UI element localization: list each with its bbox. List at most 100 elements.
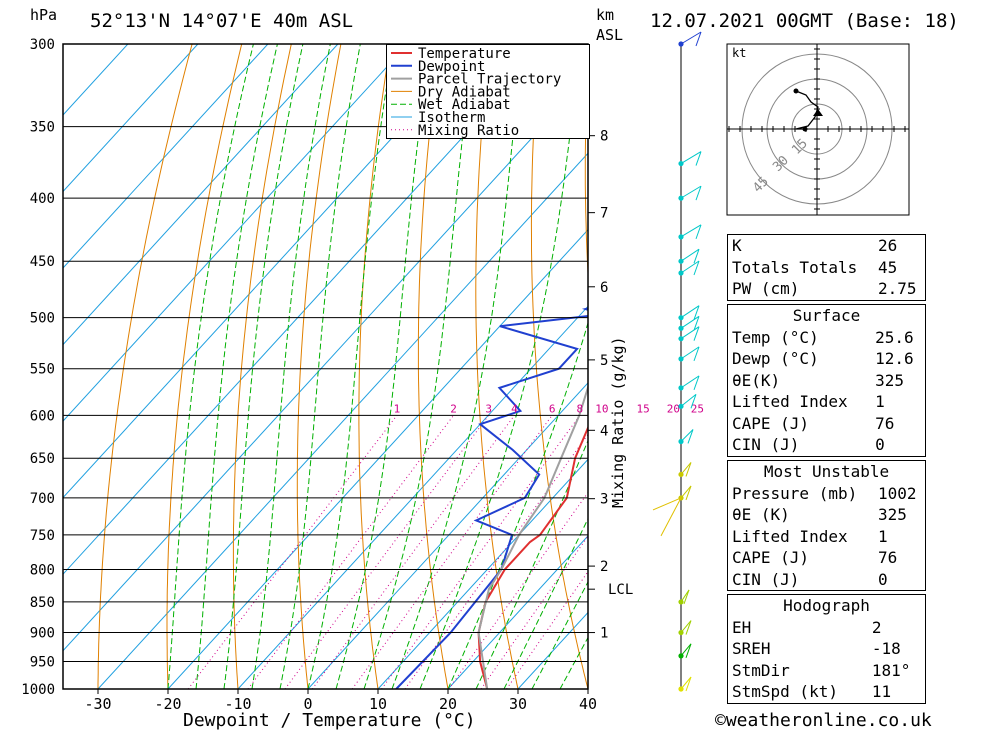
legend-box — [386, 44, 590, 139]
surface-row: Dewp (°C) 12.6 — [728, 348, 926, 370]
hodo-label: EH — [732, 617, 752, 637]
dry-adiabat-line — [584, 52, 588, 283]
surface-title: Surface — [792, 306, 861, 325]
wind-barb — [680, 643, 692, 657]
mu-value: 1 — [877, 526, 888, 546]
pressure-tick-label: 950 — [30, 655, 55, 671]
surface-label: θE(K) — [732, 370, 781, 390]
temperature-tick-label: -20 — [154, 695, 181, 713]
hodo-label: SREH — [732, 639, 771, 658]
pressure-tick-label: 750 — [30, 528, 55, 544]
height-tick-label: 3 — [600, 492, 608, 508]
legend-item: Dry Adiabat — [418, 84, 511, 100]
wind-barb — [652, 497, 682, 511]
temperature-tick-label: 0 — [303, 695, 312, 713]
wind-barb-flag — [687, 429, 694, 444]
dry-adiabat-line — [638, 44, 729, 689]
wind-barb-flag — [695, 185, 702, 201]
wind-barb-flag — [693, 326, 700, 341]
surface-row: CAPE (J) 76 — [728, 413, 926, 435]
legend-item: Dewpoint — [418, 59, 485, 75]
storm-motion-marker — [813, 109, 823, 116]
wind-barb — [680, 151, 702, 164]
mixing-ratio-axis-label: Mixing Ratio (g/kg) — [609, 336, 627, 508]
surface-label: CIN (J) — [732, 435, 800, 454]
hodograph-table: Hodograph EH 2 SREH -18 StmDir 181° StmSpd … — [727, 594, 926, 704]
hodo-label: StmSpd (kt) — [732, 682, 838, 701]
isotherm-line — [63, 44, 199, 193]
pressure-tick-label: 1000 — [21, 682, 55, 698]
wind-barb — [680, 305, 700, 319]
legend-item: Parcel Trajectory — [418, 72, 561, 88]
isotherm-line — [307, 382, 588, 689]
pressure-tick-label: 800 — [30, 562, 55, 578]
mu-label: Pressure (mb) — [732, 483, 858, 503]
hodo-value: 11 — [871, 682, 892, 701]
wind-barb-flag — [693, 375, 700, 391]
pressure-tick-label: 700 — [30, 491, 55, 507]
mu-value: 0 — [877, 569, 888, 589]
mixing-ratio-label: 4 — [511, 402, 518, 415]
mixing-ratio-line — [381, 415, 581, 689]
wind-barb — [680, 676, 692, 690]
wind-barb-flag — [685, 620, 692, 635]
mu-label: CAPE (J) — [732, 548, 810, 567]
plot-frame — [62, 43, 589, 690]
height-tick-label: 7 — [600, 206, 608, 222]
isotherm-line — [377, 458, 588, 689]
wind-barb — [680, 620, 692, 633]
legend-item: Mixing Ratio — [418, 123, 519, 139]
wet-adiabat-line — [531, 580, 588, 689]
index-label: Totals Totals — [732, 257, 858, 277]
wind-barb-flag — [685, 485, 692, 501]
dry-adiabat-line — [986, 44, 1000, 689]
mixing-ratio-label: 8 — [577, 402, 584, 415]
wind-barb — [680, 429, 694, 442]
isotherm-line — [97, 152, 588, 689]
wind-barb-flag — [683, 589, 690, 605]
index-row-pw: PW (cm) 2.75 — [728, 278, 926, 300]
dry-adiabat-line — [936, 44, 1000, 689]
legend-item: Isotherm — [418, 110, 485, 126]
wind-barb-flag — [695, 224, 702, 240]
pressure-tick-label: 600 — [30, 408, 55, 424]
index-value: 26 — [877, 236, 898, 255]
pressure-tick-label: 550 — [30, 362, 55, 378]
mu-row: Pressure (mb) 1002 — [728, 483, 926, 505]
pressure-tick-label: 300 — [30, 37, 55, 53]
legend-item: Temperature — [418, 46, 511, 62]
hodo-value: -18 — [871, 639, 901, 658]
wind-barb — [680, 589, 690, 603]
height-tick-label: 2 — [600, 559, 608, 575]
parcel-trajectory-line — [477, 384, 588, 689]
surface-value: 325 — [875, 370, 904, 390]
most-unstable-table: Most Unstable Pressure (mb) 1002 θE (K) 32… — [727, 460, 926, 591]
location-title: 52°13'N 14°07'E 40m ASL — [90, 10, 354, 32]
mu-label: CIN (J) — [732, 569, 800, 589]
wind-barb-flag — [693, 316, 700, 331]
hodo-row: StmDir 181° — [728, 660, 926, 682]
wind-barb-flag — [693, 305, 700, 320]
wet-adiabat-line — [503, 517, 588, 689]
height-tick-label: 4 — [600, 423, 608, 439]
wind-barb-flag — [695, 151, 702, 166]
surface-value: 12.6 — [875, 349, 914, 368]
hodo-row: StmSpd (kt) 11 — [728, 681, 926, 703]
mu-label: θE (K) — [732, 505, 790, 524]
wind-barb — [680, 326, 700, 340]
isotherm-line — [237, 305, 588, 689]
isotherm-line — [63, 44, 129, 116]
hodo-row: EH 2 — [728, 617, 926, 639]
mixing-ratio-line — [311, 415, 515, 689]
dry-adiabat-line — [232, 44, 292, 689]
mixing-ratio-label: 10 — [595, 402, 608, 415]
index-value: 45 — [877, 257, 898, 277]
lcl-label: LCL — [608, 582, 633, 598]
wind-barb — [680, 315, 700, 329]
copyright-link[interactable]: ©weatheronline.co.uk — [715, 710, 932, 731]
pressure-tick-label: 900 — [30, 626, 55, 642]
wind-barb-flag — [695, 31, 702, 47]
mu-row: Lifted Index 1 — [728, 526, 926, 548]
surface-row: Lifted Index 1 — [728, 391, 926, 413]
